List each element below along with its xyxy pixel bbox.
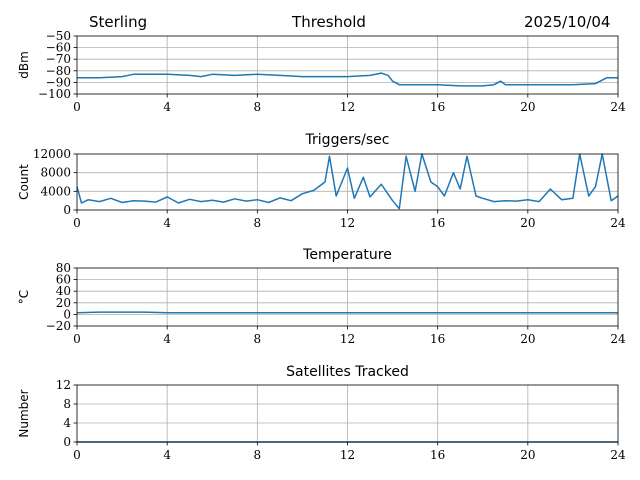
x-tick-label: 16 bbox=[430, 448, 445, 462]
figure-title: Threshold bbox=[292, 13, 366, 31]
x-tick-label: 8 bbox=[254, 100, 262, 114]
y-tick-label: 60 bbox=[56, 273, 71, 287]
y-tick-label: −70 bbox=[46, 52, 71, 66]
x-tick-label: 24 bbox=[610, 216, 626, 230]
y-axis-label: °C bbox=[17, 290, 31, 304]
x-tick-label: 24 bbox=[610, 100, 626, 114]
y-tick-label: −20 bbox=[46, 319, 71, 333]
plot-title: Temperature bbox=[302, 247, 392, 263]
x-tick-label: 8 bbox=[254, 216, 262, 230]
y-tick-label: 0 bbox=[63, 307, 71, 321]
y-tick-label: 40 bbox=[56, 284, 71, 298]
x-tick-label: 8 bbox=[254, 332, 262, 346]
y-tick-label: 4000 bbox=[40, 184, 71, 198]
x-tick-label: 16 bbox=[430, 332, 445, 346]
y-tick-label: 80 bbox=[56, 261, 71, 275]
y-tick-label: 4 bbox=[63, 416, 71, 430]
y-axis-label: Count bbox=[17, 164, 31, 200]
x-tick-label: 20 bbox=[520, 448, 535, 462]
x-tick-label: 0 bbox=[73, 332, 81, 346]
x-tick-label: 16 bbox=[430, 216, 445, 230]
series-line bbox=[77, 72, 618, 87]
y-tick-label: −50 bbox=[46, 29, 71, 43]
y-tick-label: 0 bbox=[63, 203, 71, 217]
x-tick-label: 4 bbox=[163, 216, 171, 230]
x-tick-label: 20 bbox=[520, 100, 535, 114]
y-tick-label: 8000 bbox=[40, 166, 71, 180]
y-tick-label: −80 bbox=[46, 64, 71, 78]
y-axis-label: dBm bbox=[17, 51, 31, 79]
y-tick-label: 12 bbox=[56, 378, 71, 392]
y-axis-label: Number bbox=[17, 389, 31, 437]
x-tick-label: 4 bbox=[163, 332, 171, 346]
series-line bbox=[76, 311, 618, 314]
plot-title: Satellites Tracked bbox=[286, 364, 409, 380]
y-tick-label: 12000 bbox=[33, 147, 71, 161]
x-tick-label: 12 bbox=[340, 332, 355, 346]
date-label: 2025/10/04 bbox=[524, 13, 611, 31]
x-tick-label: 20 bbox=[520, 332, 535, 346]
y-tick-label: −90 bbox=[46, 75, 71, 89]
plot-title: Triggers/sec bbox=[305, 132, 390, 148]
x-tick-label: 0 bbox=[73, 216, 81, 230]
x-tick-label: 20 bbox=[520, 216, 535, 230]
x-tick-label: 8 bbox=[254, 448, 262, 462]
series-line bbox=[76, 153, 619, 210]
x-tick-label: 4 bbox=[163, 100, 171, 114]
x-tick-label: 16 bbox=[430, 100, 445, 114]
y-tick-label: −60 bbox=[46, 41, 71, 55]
station-name: Sterling bbox=[89, 13, 148, 31]
x-tick-label: 12 bbox=[340, 100, 355, 114]
y-tick-label: 0 bbox=[63, 435, 71, 449]
x-tick-label: 0 bbox=[73, 100, 81, 114]
x-tick-label: 12 bbox=[340, 216, 355, 230]
y-tick-label: 8 bbox=[63, 397, 71, 411]
y-tick-label: −100 bbox=[38, 87, 71, 101]
x-tick-label: 0 bbox=[73, 448, 81, 462]
x-tick-label: 24 bbox=[610, 332, 626, 346]
x-tick-label: 12 bbox=[340, 448, 355, 462]
x-tick-label: 24 bbox=[610, 448, 626, 462]
y-tick-label: 20 bbox=[56, 296, 71, 310]
x-tick-label: 4 bbox=[163, 448, 171, 462]
